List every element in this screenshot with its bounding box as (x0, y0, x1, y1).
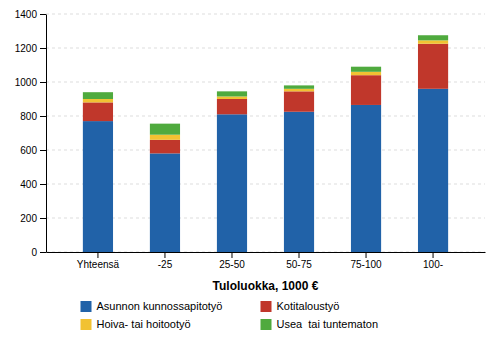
bar (351, 105, 381, 252)
tick-label: 1200 (15, 43, 38, 54)
bar (83, 121, 113, 252)
bar (217, 114, 247, 252)
tick: 0 (31, 247, 46, 258)
tick-label: 75-100 (350, 259, 382, 270)
bar (83, 92, 113, 99)
tick: 1000 (15, 77, 46, 88)
x-axis-title: Tuloluokka, 1000 € (213, 279, 319, 293)
bar-series (83, 35, 448, 134)
tick-label: 100- (423, 259, 443, 270)
tick-label: 800 (20, 111, 37, 122)
tick-mark (231, 252, 232, 258)
axis-line (46, 15, 47, 253)
tick-mark (40, 116, 46, 117)
tick: 600 (20, 145, 46, 156)
tick-mark (164, 252, 165, 258)
tick-label: 1000 (15, 77, 38, 88)
tick-mark (40, 218, 46, 219)
grid (46, 14, 485, 252)
bar (284, 91, 314, 111)
bar (418, 35, 448, 40)
tick-label: 25-50 (219, 259, 245, 270)
tick-mark (97, 252, 98, 258)
legend-swatch (81, 301, 92, 312)
legend-item: Asunnon kunnossapitotyö (81, 300, 223, 312)
bar (217, 99, 247, 114)
legend-label: Usea tai tuntematon (277, 318, 379, 330)
legend: Asunnon kunnossapitotyö Kotitaloustyö Hoiv… (81, 300, 379, 330)
axis-line (47, 252, 486, 253)
legend-item: Kotitaloustyö (261, 300, 340, 312)
bar (418, 40, 448, 43)
legend-item: Usea tai tuntematon (261, 318, 379, 330)
tick: 75-100 (350, 252, 382, 270)
tick-label: 0 (31, 247, 37, 258)
tick: 200 (20, 213, 46, 224)
bar-series (83, 89, 448, 252)
tick: 25-50 (219, 252, 245, 270)
tick-label: 200 (20, 213, 37, 224)
legend-label: Kotitaloustyö (277, 300, 340, 312)
bar (351, 72, 381, 75)
tick: 1400 (15, 9, 46, 20)
tick-mark (366, 252, 367, 258)
legend-label: Asunnon kunnossapitotyö (97, 300, 223, 312)
bar (217, 96, 247, 99)
tick-label: Yhteensä (77, 259, 120, 270)
bar (217, 91, 247, 96)
tick: 50-75 (286, 252, 312, 270)
tick-label: 50-75 (286, 259, 312, 270)
chart: 0 200 400 600 800 1000 1200 1400 Yhteensä -25 25-5… (0, 0, 501, 352)
bar (150, 124, 180, 135)
bar-series (83, 44, 448, 154)
legend-swatch (261, 301, 272, 312)
tick-mark (40, 252, 46, 253)
legend-label: Hoiva- tai hoitootyö (97, 318, 191, 330)
tick-label: -25 (158, 259, 173, 270)
grid-line (46, 14, 485, 15)
tick-mark (40, 14, 46, 15)
bar (418, 89, 448, 252)
bar (418, 44, 448, 89)
tick-label: 600 (20, 145, 37, 156)
tick-mark (40, 82, 46, 83)
bar (150, 153, 180, 252)
tick: 1200 (15, 43, 46, 54)
bars (83, 35, 448, 252)
tick: 100- (423, 252, 443, 270)
tick: Yhteensä (77, 252, 120, 270)
bar (83, 99, 113, 102)
bar (150, 140, 180, 154)
bar-series (83, 40, 448, 139)
y-axis: 0 200 400 600 800 1000 1200 1400 (15, 9, 47, 258)
bar (284, 89, 314, 92)
bar (150, 135, 180, 140)
tick-label: 400 (20, 179, 37, 190)
bar (351, 75, 381, 105)
tick-mark (40, 184, 46, 185)
tick: 800 (20, 111, 46, 122)
tick: 400 (20, 179, 46, 190)
bar (284, 85, 314, 88)
x-axis: Yhteensä -25 25-50 50-75 75-100 100- (47, 252, 486, 270)
tick-mark (433, 252, 434, 258)
tick: -25 (158, 252, 173, 270)
bar (351, 67, 381, 72)
bar (284, 112, 314, 252)
tick-mark (40, 150, 46, 151)
bar (83, 102, 113, 121)
tick-mark (40, 48, 46, 49)
legend-swatch (261, 319, 272, 330)
legend-swatch (81, 319, 92, 330)
legend-item: Hoiva- tai hoitootyö (81, 318, 191, 330)
tick-mark (299, 252, 300, 258)
tick-label: 1400 (15, 9, 38, 20)
